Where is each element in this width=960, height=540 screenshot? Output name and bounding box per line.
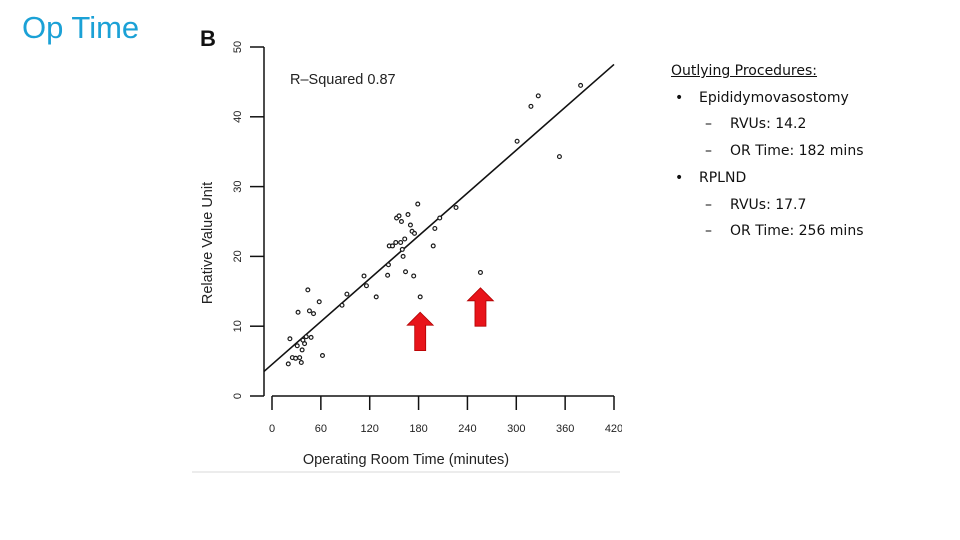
x-tick-label: 60 bbox=[315, 423, 327, 435]
data-point bbox=[407, 222, 413, 228]
x-tick-label: 120 bbox=[361, 423, 379, 435]
highlight-arrows bbox=[406, 287, 495, 352]
outlying-procedures-notes: Outlying Procedures: • Epididymovasostom… bbox=[671, 58, 941, 245]
notes-subitem: – RVUs: 17.7 bbox=[671, 192, 941, 219]
notes-subitem: – RVUs: 14.2 bbox=[671, 111, 941, 138]
axes: 0 60 120 180 240 300 360 420 0 10 20 30 40 50 bbox=[232, 41, 622, 435]
data-point bbox=[295, 309, 301, 315]
data-point bbox=[393, 239, 399, 245]
data-point bbox=[294, 343, 300, 349]
notes-item: • Epididymovasostomy bbox=[671, 85, 941, 112]
y-tick-label: 20 bbox=[232, 250, 244, 262]
data-point bbox=[578, 82, 584, 88]
data-point bbox=[316, 299, 322, 305]
scatter-chart: 0 60 120 180 240 300 360 420 0 10 20 30 40 50 B R–Squ… bbox=[190, 22, 622, 477]
data-point bbox=[396, 213, 402, 219]
data-point bbox=[430, 243, 436, 249]
data-point bbox=[556, 154, 562, 160]
data-point bbox=[403, 269, 409, 275]
up-arrow-icon bbox=[466, 287, 495, 327]
y-tick-label: 30 bbox=[232, 180, 244, 192]
procedure-or-time: OR Time: 182 mins bbox=[730, 143, 864, 160]
y-tick-label: 10 bbox=[232, 320, 244, 332]
x-tick-label: 300 bbox=[507, 423, 525, 435]
up-arrow-icon bbox=[406, 311, 435, 352]
notes-heading: Outlying Procedures: bbox=[671, 63, 818, 79]
data-point bbox=[299, 347, 305, 353]
data-point bbox=[303, 334, 309, 340]
x-tick-label: 180 bbox=[409, 423, 427, 435]
notes-subitem: – OR Time: 256 mins bbox=[671, 218, 941, 245]
x-axis-label: Operating Room Time (minutes) bbox=[302, 452, 510, 468]
y-tick-label: 40 bbox=[232, 111, 244, 123]
bullet-icon: • bbox=[675, 89, 684, 106]
panel-label: B bbox=[200, 26, 216, 51]
data-point bbox=[528, 103, 534, 109]
y-axis-label: Relative Value Unit bbox=[200, 181, 216, 305]
dash-icon: – bbox=[705, 223, 712, 240]
r-squared-annotation: R–Squared 0.87 bbox=[290, 72, 396, 88]
data-point bbox=[514, 138, 520, 144]
y-tick-label: 0 bbox=[232, 393, 244, 399]
data-point bbox=[412, 230, 418, 236]
data-point bbox=[302, 341, 308, 347]
data-point bbox=[297, 355, 303, 361]
procedure-or-time: OR Time: 256 mins bbox=[730, 223, 864, 240]
data-point bbox=[399, 246, 405, 252]
data-point bbox=[411, 273, 417, 279]
data-point bbox=[477, 269, 483, 275]
x-tick-label: 360 bbox=[556, 423, 574, 435]
dash-icon: – bbox=[705, 143, 712, 160]
data-point bbox=[287, 336, 293, 342]
data-point bbox=[385, 272, 391, 278]
data-point bbox=[453, 205, 459, 211]
slide-title: Op Time bbox=[22, 10, 140, 45]
data-point bbox=[535, 93, 541, 99]
x-tick-label: 420 bbox=[605, 423, 622, 435]
data-points bbox=[285, 82, 584, 367]
chart-canvas: 0 60 120 180 240 300 360 420 0 10 20 30 40 50 bbox=[190, 22, 622, 473]
data-point bbox=[415, 201, 421, 207]
procedure-name: Epididymovasostomy bbox=[699, 89, 849, 106]
data-point bbox=[398, 239, 404, 245]
dash-icon: – bbox=[705, 116, 712, 133]
data-point bbox=[293, 355, 299, 361]
procedure-rvus: RVUs: 14.2 bbox=[730, 116, 807, 133]
y-tick-label: 50 bbox=[232, 41, 244, 53]
data-point bbox=[285, 361, 291, 367]
data-point bbox=[363, 283, 369, 289]
data-point bbox=[405, 212, 411, 218]
x-tick-label: 240 bbox=[458, 423, 476, 435]
procedure-name: RPLND bbox=[699, 169, 747, 186]
data-point bbox=[373, 294, 379, 300]
procedure-rvus: RVUs: 17.7 bbox=[730, 196, 807, 213]
data-point bbox=[417, 294, 423, 300]
data-point bbox=[308, 334, 314, 340]
x-tick-label: 0 bbox=[269, 423, 275, 435]
data-point bbox=[437, 215, 443, 221]
data-point bbox=[400, 253, 406, 259]
notes-subitem: – OR Time: 182 mins bbox=[671, 138, 941, 165]
data-point bbox=[344, 291, 350, 297]
data-point bbox=[398, 219, 404, 225]
data-point bbox=[361, 273, 367, 279]
data-point bbox=[298, 359, 304, 365]
data-point bbox=[306, 308, 312, 314]
data-point bbox=[339, 302, 345, 308]
data-point bbox=[319, 353, 325, 359]
data-point bbox=[402, 236, 408, 242]
data-point bbox=[305, 287, 311, 293]
data-point bbox=[390, 243, 396, 249]
dash-icon: – bbox=[705, 196, 712, 213]
data-point bbox=[311, 311, 317, 317]
notes-item: • RPLND bbox=[671, 165, 941, 192]
bullet-icon: • bbox=[675, 169, 684, 186]
data-point bbox=[385, 262, 391, 268]
data-point bbox=[432, 225, 438, 231]
